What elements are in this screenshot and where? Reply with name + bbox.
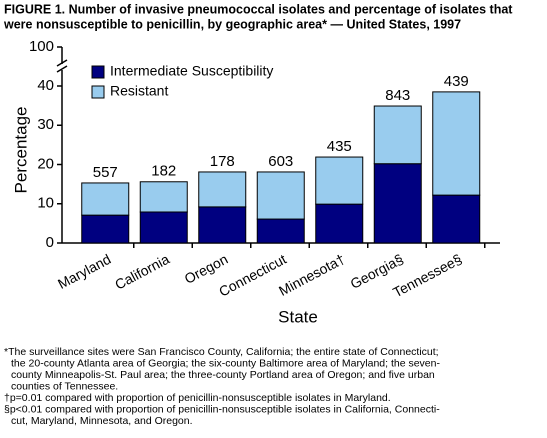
bar-segment — [432, 194, 481, 244]
isolate-count: 178 — [210, 153, 235, 170]
x-tick-label: California — [112, 251, 172, 293]
chart-title: were nonsusceptible to penicillin, by ge… — [3, 17, 461, 31]
bar-segment — [198, 171, 247, 208]
bar-segment — [81, 214, 130, 244]
y-tick-label: 20 — [37, 155, 54, 172]
footnote: §p<0.01 compared with proportion of peni… — [4, 403, 440, 415]
legend-label: Resistant — [110, 83, 168, 99]
y-tick-label: 40 — [37, 77, 54, 94]
legend-label: Intermediate Susceptibility — [110, 63, 273, 79]
y-axis-label: Percentage — [11, 107, 30, 194]
bar-segment — [315, 203, 364, 244]
footnote: counties of Tennessee. — [11, 380, 118, 392]
axis-break — [56, 59, 68, 67]
bar-segment — [139, 181, 188, 213]
y-tick-label: 0 — [46, 234, 54, 251]
isolate-count: 439 — [444, 73, 469, 90]
isolate-count: 843 — [385, 87, 410, 104]
bar-segment — [256, 171, 305, 220]
footnote: the 20-county Atlanta area of Georgia; t… — [11, 357, 440, 369]
x-tick-label: Connecticut — [216, 251, 289, 300]
bar-segment — [432, 91, 481, 196]
x-tick-label: Maryland — [55, 251, 113, 292]
footnote: county Minneapolis-St. Paul area; the th… — [11, 369, 435, 381]
y-tick-label: 30 — [37, 116, 54, 133]
isolate-count: 435 — [327, 138, 352, 155]
bar-segment — [256, 218, 305, 244]
x-tick-label: Minnesota† — [276, 251, 347, 299]
bar-segment — [139, 211, 188, 244]
x-axis-label: State — [278, 307, 318, 326]
bar-segment — [373, 105, 422, 165]
y-tick-label: 100 — [29, 38, 54, 55]
footnote: *The surveillance sites were San Francis… — [4, 346, 439, 358]
bar-segment — [315, 156, 364, 205]
bar-segment — [373, 163, 422, 244]
y-tick-label: 10 — [37, 195, 54, 212]
footnote: †p=0.01 compared with proportion of peni… — [4, 392, 391, 404]
footnote: cut, Maryland, Minnesota, and Oregon. — [11, 415, 193, 427]
isolate-count: 182 — [151, 163, 176, 180]
isolate-count: 557 — [93, 164, 118, 181]
legend-swatch — [91, 85, 105, 99]
bar-segment — [198, 206, 247, 244]
isolate-count: 603 — [268, 153, 293, 170]
bar-segment — [81, 182, 130, 216]
legend-swatch — [91, 65, 105, 79]
chart-title: FIGURE 1. Number of invasive pneumococca… — [4, 2, 513, 16]
axis-break — [56, 65, 68, 73]
